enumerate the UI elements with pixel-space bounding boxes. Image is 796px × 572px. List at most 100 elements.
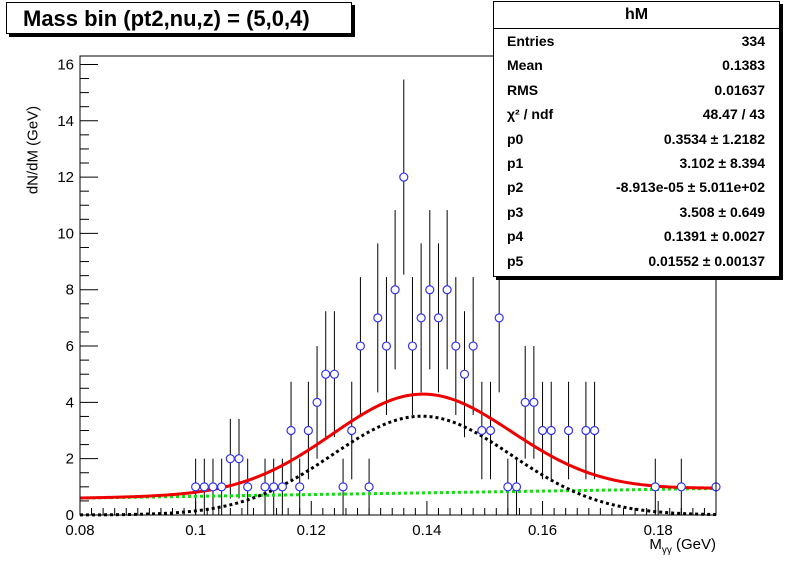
stats-rows: Entries 334 Mean 0.1383 RMS 0.01637 χ² / ndf 48… (494, 29, 779, 273)
y-tick-label: 2 (66, 451, 74, 468)
data-point (425, 285, 435, 295)
stats-row-label: RMS (507, 81, 539, 98)
stats-row-label: χ² / ndf (507, 106, 554, 123)
data-point (243, 482, 253, 492)
data-point (563, 425, 574, 436)
data-point (529, 397, 539, 407)
stats-row-label: p5 (507, 252, 524, 269)
plot-frame (79, 55, 717, 516)
data-point (477, 425, 487, 436)
data-point (303, 425, 313, 436)
data-point (650, 482, 660, 492)
x-tick-label: 0.08 (65, 522, 94, 539)
stats-row-label: p1 (507, 154, 524, 171)
x-axis-label-main: M (649, 536, 662, 553)
data-point (225, 454, 235, 464)
data-point (433, 313, 444, 323)
data-point (459, 369, 470, 379)
stats-row-value: 3.508 ± 0.649 (679, 203, 765, 220)
y-tick-label: 6 (66, 338, 74, 355)
stats-row-label: p0 (507, 130, 524, 147)
data-point (581, 425, 591, 436)
stats-row-label: Mean (507, 57, 543, 74)
data-point (234, 454, 244, 464)
data-point (511, 482, 522, 492)
data-point (390, 285, 400, 295)
stats-row-label: p3 (507, 203, 524, 220)
data-point (347, 425, 357, 436)
stats-row-label: p2 (507, 179, 524, 196)
data-point (537, 425, 548, 436)
stats-title: hM (494, 2, 779, 29)
y-tick-label: 4 (66, 394, 74, 411)
data-point (338, 482, 348, 492)
stats-row: p4 0.1391 ± 0.0027 (494, 224, 779, 248)
stats-row-value: 48.47 / 43 (702, 106, 765, 123)
y-tick-label: 10 (57, 225, 74, 242)
data-point (321, 369, 331, 379)
stats-row-value: 334 (741, 33, 765, 49)
fit-curves-layer (79, 392, 717, 517)
data-point (546, 425, 556, 436)
data-point (199, 482, 209, 492)
plot-title: Mass bin (pt2,nu,z) = (5,0,4) (6, 2, 352, 34)
x-tick-label: 0.1 (185, 522, 206, 539)
data-point (407, 341, 418, 351)
stats-row-value: -8.913e-05 ± 5.011e+02 (616, 179, 765, 196)
data-point (364, 482, 374, 492)
data-point (329, 369, 339, 379)
stats-row: p5 0.01552 ± 0.00137 (494, 249, 779, 273)
data-point (442, 285, 452, 295)
y-axis-label: dN/dM (GeV) (24, 105, 42, 195)
stats-row-label: p4 (507, 228, 524, 245)
stats-row-value: 0.1391 ± 0.0027 (663, 228, 765, 245)
stats-row-value: 0.01552 ± 0.00137 (648, 252, 765, 269)
total-fit-curve (79, 392, 717, 500)
data-point (286, 425, 296, 436)
signal-fit-curve (79, 414, 717, 517)
data-point (381, 341, 392, 351)
y-tick-label: 12 (57, 169, 74, 186)
data-point (295, 482, 305, 492)
data-point (269, 482, 279, 492)
stats-row: Entries 334 (494, 29, 779, 53)
data-point (416, 313, 426, 323)
background-fit-curve (79, 486, 717, 500)
data-point (312, 397, 322, 407)
data-point (468, 341, 478, 351)
data-point (355, 341, 366, 351)
x-axis-label-unit: (GeV) (671, 536, 716, 553)
x-axis-label-sub: γγ (661, 545, 672, 556)
stats-row: RMS 0.01637 (494, 78, 779, 102)
data-point (217, 482, 227, 492)
axes-frame (79, 55, 717, 516)
stats-row: χ² / ndf 48.47 / 43 (494, 102, 779, 126)
stats-row-value: 0.1383 (722, 57, 765, 74)
x-tick-label: 0.14 (412, 522, 441, 539)
data-point (676, 482, 686, 492)
data-point (520, 397, 530, 407)
data-point (451, 341, 461, 351)
data-point (260, 482, 270, 492)
x-tick-label: 0.18 (644, 522, 673, 539)
x-tick-label: 0.12 (297, 522, 326, 539)
data-point (191, 482, 201, 492)
stats-row: Mean 0.1383 (494, 53, 779, 77)
data-point (494, 313, 504, 323)
y-tick-label: 8 (66, 282, 74, 299)
stats-row: p0 0.3534 ± 1.2182 (494, 127, 779, 151)
data-point (589, 425, 600, 436)
error-bars-layer (195, 79, 717, 515)
x-tick-label: 0.16 (528, 522, 557, 539)
data-point (277, 482, 287, 492)
stats-row-value: 0.01637 (714, 81, 765, 98)
data-point (399, 172, 409, 182)
y-tick-label: 16 (57, 56, 74, 73)
stats-row-value: 0.3534 ± 1.2182 (663, 130, 765, 147)
stats-row-label: Entries (507, 33, 555, 49)
data-point (373, 313, 383, 323)
data-point (485, 425, 496, 436)
data-point (503, 482, 513, 492)
